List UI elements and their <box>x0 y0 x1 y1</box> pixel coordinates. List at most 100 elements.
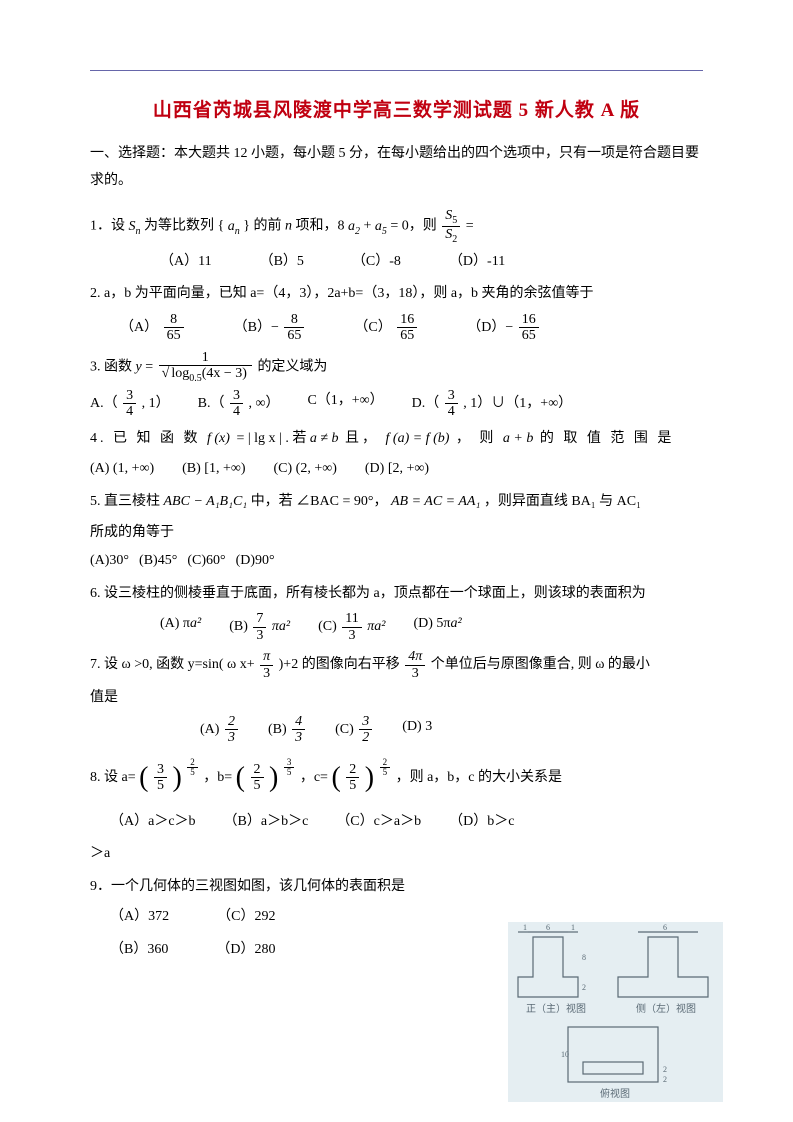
rp: ) <box>172 762 181 793</box>
q1-plus: + <box>363 219 374 234</box>
ab: a ≠ b <box>310 431 339 446</box>
d: 3 <box>253 628 266 643</box>
tl: ，则异面直线 BA₁ 与 AC₁ <box>484 494 641 509</box>
q5-opt-a: (A)30° <box>90 548 129 575</box>
n: 1 <box>159 350 252 366</box>
l: (A) π <box>160 616 190 631</box>
q2-opt-d: （D）− 1665 <box>467 312 541 344</box>
top-label: 俯视图 <box>600 1087 630 1100</box>
t: πa² <box>367 619 385 634</box>
sub: n <box>136 226 141 237</box>
q4-opt-d: (D) [2, +∞) <box>365 456 429 483</box>
question-9: 9．一个几何体的三视图如图，该几何体的表面积是 <box>90 874 703 901</box>
t: 3. 函数 <box>90 359 136 374</box>
q8-opt-c: （C）c＞a＞b <box>336 809 421 836</box>
a2: a² <box>451 616 462 631</box>
q4-opt-c: (C) (2, +∞) <box>274 456 337 483</box>
q5-opt-c: (C)60° <box>187 548 225 575</box>
q6-opt-c: (C) 113 πa² <box>318 611 385 643</box>
question-8: 8. 设 a= ( 35 ) 25 ，b= ( 25 ) 35 ，c= ( 25… <box>90 751 703 804</box>
t2: 的定义域为 <box>257 359 327 374</box>
q2-options: （A） 865 （B）− 865 （C） 1665 （D）− 1665 <box>90 312 703 344</box>
t: , 1） <box>142 396 170 411</box>
fx: f (x) <box>207 431 230 446</box>
lp: ( <box>236 762 245 793</box>
n: 2 <box>346 762 359 778</box>
page: 山西省芮城县风陵渡中学高三数学测试题 5 新人教 A 版 一、选择题：本大题共 … <box>0 0 793 1122</box>
question-3: 3. 函数 y = 1 √log0.5(4x − 3) 的定义域为 <box>90 350 703 384</box>
q8-opt-b: （B）a＞b＞c <box>224 809 309 836</box>
sym: a <box>348 219 355 234</box>
d: 4 <box>445 404 458 419</box>
q5-opt-b: (B)45° <box>139 548 177 575</box>
dim: 6 <box>663 923 667 932</box>
t: 7. 设 ω >0, 函数 y=sin( ω x+ <box>90 657 255 672</box>
q3-opt-c: C（1，+∞） <box>307 388 383 420</box>
q6-opt-a: (A) πa² <box>160 611 201 643</box>
q8-opt-d: （D）b＞c <box>449 809 514 836</box>
sym: a <box>375 219 382 234</box>
top-rule <box>90 70 703 71</box>
question-5: 5. 直三棱柱 ABC − A₁B₁C₁ 中，若 ∠BAC = 90°， AB … <box>90 489 703 516</box>
d: 3 <box>260 666 273 681</box>
n: 3 <box>230 388 243 404</box>
t: , ∞） <box>248 396 279 411</box>
tail: 的 取 值 范 围 是 <box>540 431 675 446</box>
t: 5. 直三棱柱 <box>90 494 164 509</box>
question-4: 4. 已 知 函 数 f (x) = | lg x | . 若 a ≠ b 且，… <box>90 426 703 453</box>
apb: a + b <box>503 431 533 446</box>
lbl: （A） <box>120 320 158 335</box>
q9-opt-c: （C）292 <box>217 904 275 931</box>
d: 65 <box>397 328 417 343</box>
sub: 2 <box>452 234 457 245</box>
l: B.（ <box>198 396 225 411</box>
q6-opt-b: (B) 73 πa² <box>229 611 290 643</box>
q7-opt-a: (A) 23 <box>200 714 240 746</box>
q1-t2: 为等比数列 { <box>144 219 224 234</box>
tl: ，则 a，b，c 的大小关系是 <box>396 770 562 785</box>
q1-frac: S5 S2 <box>442 208 460 245</box>
ed: 5 <box>187 768 198 778</box>
q3-den: √log0.5(4x − 3) <box>159 366 252 384</box>
rp: ) <box>365 762 374 793</box>
q2-opt-b: （B）− 865 <box>234 312 307 344</box>
then: ， 则 <box>456 431 503 446</box>
d: 3 <box>292 730 305 745</box>
n: 4 <box>292 714 305 730</box>
d: 3 <box>342 628 361 643</box>
l: (C) <box>318 619 340 634</box>
d: 4 <box>123 404 136 419</box>
d: 3 <box>405 666 425 681</box>
q8-opt-a: （A）a＞c＞b <box>110 809 196 836</box>
t3: 个单位后与原图像重合, 则 ω 的最小 <box>431 657 650 672</box>
dim: 10 <box>561 1050 569 1059</box>
q9-opt-d: （D）280 <box>216 937 275 964</box>
n: 11 <box>342 611 361 627</box>
q3-opt-a: A.（ 34 , 1） <box>90 388 170 420</box>
l: (A) <box>200 722 223 737</box>
mc: ，c= <box>300 770 328 785</box>
question-7: 7. 设 ω >0, 函数 y=sin( ω x+ π3 )+2 的图像向右平移… <box>90 649 703 681</box>
q7-opt-d: (D) 3 <box>402 714 432 746</box>
sym: a <box>228 219 235 234</box>
q1-t4: 项和，8 <box>295 219 344 234</box>
d: 3 <box>225 730 238 745</box>
dim: 1 <box>523 923 527 932</box>
ed: 5 <box>380 768 391 778</box>
document-title: 山西省芮城县风陵渡中学高三数学测试题 5 新人教 A 版 <box>90 93 703 129</box>
three-view-diagram: 1 6 1 8 2 正（主）视图 6 侧（左）视图 10 2 2 俯视图 <box>508 922 723 1102</box>
sub: 2 <box>355 226 360 237</box>
d: 2 <box>359 730 372 745</box>
abc: ABC − A₁B₁C₁ <box>164 494 248 509</box>
l: D.（ <box>412 396 443 411</box>
q3-frac: 1 √log0.5(4x − 3) <box>159 350 252 384</box>
q1-Sn: Sn <box>129 219 141 234</box>
q7-opt-c: (C) 32 <box>335 714 374 746</box>
sub: n <box>235 226 240 237</box>
q1-text: 1．设 <box>90 219 129 234</box>
t: πa² <box>272 619 290 634</box>
n: 2 <box>251 762 264 778</box>
l: A.（ <box>90 396 121 411</box>
n: 4π <box>405 649 425 665</box>
n: 3 <box>445 388 458 404</box>
